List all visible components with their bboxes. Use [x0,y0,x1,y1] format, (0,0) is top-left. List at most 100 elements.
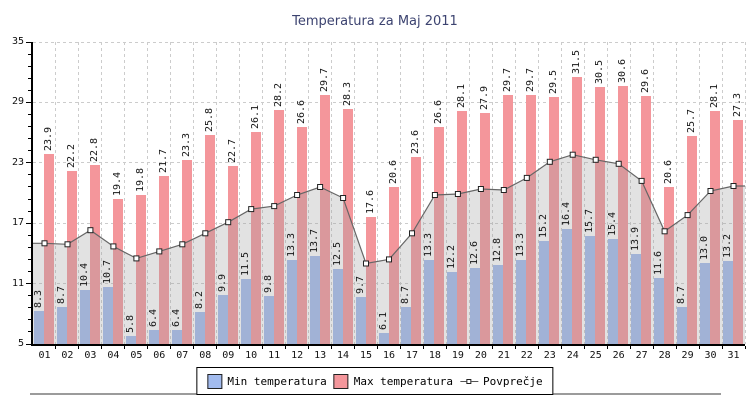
max-temp-bar [595,87,606,344]
min-temp-value-label: 5.8 [124,314,136,333]
min-temp-value-label: 13.3 [515,233,527,258]
x-axis-day-label: 27 [635,350,648,361]
x-axis-day-label: 11 [268,350,281,361]
legend-item-min: Min temperatura [207,373,327,389]
min-temp-value-label: 13.3 [423,233,435,258]
min-temp-bar [79,289,90,344]
max-temp-bar [457,111,468,344]
y-axis-label: 5 [17,338,24,349]
x-axis-day-label: 17 [405,350,418,361]
max-temp-bar [342,109,353,344]
min-temp-value-label: 16.4 [561,202,573,227]
x-axis-tick [698,346,700,349]
max-temp-value-label: 27.9 [479,86,491,111]
max-temp-value-label: 28.3 [341,82,353,107]
x-axis-tick [147,346,149,349]
x-axis-tick [652,346,654,349]
max-temp-bar [641,96,652,344]
min-temp-bar [194,311,205,344]
x-axis-tick [354,346,356,349]
x-axis-day-label: 16 [382,350,396,361]
max-temp-value-label: 20.6 [387,159,399,184]
min-temp-bar [332,268,343,344]
x-axis-day-label: 05 [130,350,143,361]
x-axis-tick [744,346,746,349]
max-temp-bar [572,77,583,344]
x-axis-day-label: 30 [704,350,717,361]
y-axis-minor-tick [28,210,31,212]
x-axis-day-label: 14 [337,350,350,361]
min-temp-value-label: 11.6 [653,250,665,275]
max-temp-bar [181,159,192,344]
min-temp-bar [309,256,320,344]
max-temp-value-label: 28.1 [456,84,468,109]
y-axis-minor-tick [28,65,31,67]
max-temp-value-label: 29.7 [318,68,330,93]
min-temp-bar [240,278,251,344]
average-line-marker-icon [460,378,479,385]
x-axis-tick [78,346,80,349]
min-temp-value-label: 13.0 [699,236,711,261]
max-temp-bar [549,97,560,344]
min-temp-bar [401,306,412,344]
x-axis-day-label: 26 [612,350,625,361]
x-axis-day-label: 13 [314,350,327,361]
min-temp-bar [585,236,596,344]
v-gridline [124,42,126,344]
min-temp-value-label: 6.4 [170,308,182,327]
y-axis-minor-tick [28,77,31,79]
min-temp-value-label: 10.4 [78,262,90,287]
x-axis-tick [308,346,310,349]
plot-area: 5 11 17 23 29 35 01 02 03 04 05 06 07 08 09 10 11 12 13 14 1… [12,36,746,361]
legend: Min temperatura Max temperatura Povprečj… [196,367,554,395]
x-axis-tick [422,346,424,349]
legend-label-avg: Povprečje [483,374,543,388]
y-axis-minor-tick [28,150,31,152]
min-temp-value-label: 15.7 [584,209,596,234]
v-gridline [744,42,746,344]
min-temp-bar [171,329,182,344]
max-temp-bar [204,134,215,344]
y-axis-minor-tick [28,307,31,309]
max-temp-value-label: 28.2 [272,83,284,108]
min-temp-bar [217,294,228,344]
x-axis-day-label: 02 [61,350,74,361]
x-axis-tick [239,346,241,349]
x-axis-tick [491,346,493,349]
x-axis-day-label: 09 [222,350,235,361]
min-temp-value-label: 8.7 [400,285,412,304]
min-temp-bar [562,229,573,344]
max-temp-value-label: 29.7 [525,68,537,93]
max-temp-bar [365,217,376,344]
x-axis-day-label: 23 [543,350,556,361]
max-temp-swatch-icon [333,373,349,389]
max-temp-bar [687,135,698,344]
max-temp-value-label: 22.7 [226,138,238,163]
max-temp-bar [733,119,744,344]
legend-label-min: Min temperatura [227,374,327,388]
x-axis-day-label: 15 [360,350,373,361]
x-axis-day-label: 20 [474,350,487,361]
y-axis-major-tick [26,222,31,224]
min-temp-bar [631,254,642,344]
max-temp-bar [411,156,422,344]
y-axis-minor-tick [28,138,31,140]
x-axis-tick [399,346,401,349]
min-temp-bar [723,261,734,344]
min-temp-value-label: 10.7 [101,259,113,284]
x-axis-tick [377,346,379,349]
max-temp-bar [664,186,675,344]
min-temp-bar [148,329,159,344]
y-axis-major-tick [26,162,31,164]
x-axis-day-label: 01 [38,350,51,361]
min-temp-swatch-icon [207,373,223,389]
min-temp-value-label: 15.2 [538,214,550,239]
min-temp-bar [125,335,136,344]
h-gridline [33,101,745,103]
x-axis-tick [721,346,723,349]
y-axis-label: 29 [11,96,24,108]
x-axis-tick [629,346,631,349]
y-axis-minor-tick [28,126,31,128]
max-temp-value-label: 23.6 [410,129,422,154]
x-axis-tick [514,346,516,349]
